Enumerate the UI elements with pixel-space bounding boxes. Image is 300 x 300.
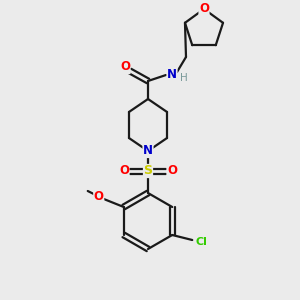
- Text: O: O: [119, 164, 129, 178]
- Text: N: N: [167, 68, 177, 82]
- Text: O: O: [167, 164, 177, 178]
- Text: N: N: [143, 145, 153, 158]
- Text: O: O: [199, 2, 209, 16]
- Text: O: O: [120, 61, 130, 74]
- Text: H: H: [180, 73, 188, 83]
- Text: S: S: [143, 164, 152, 178]
- Text: O: O: [94, 190, 104, 202]
- Text: Cl: Cl: [195, 237, 207, 247]
